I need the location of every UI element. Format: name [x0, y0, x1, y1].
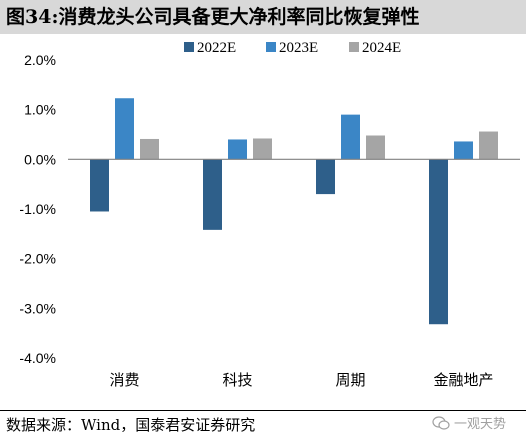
- y-tick-label: 1.0%: [24, 102, 56, 118]
- bar-周期-2024E: [366, 135, 385, 159]
- chart-legend: 2022E 2023E 2024E: [184, 40, 401, 56]
- legend-label-2022E: 2022E: [197, 40, 236, 56]
- bars: [90, 98, 498, 324]
- y-axis: 2.0% 1.0% 0.0% -1.0% -2.0% -3.0% -4.0%: [19, 52, 56, 366]
- bar-周期-2023E: [341, 115, 360, 160]
- y-tick-label: -3.0%: [19, 300, 56, 316]
- chart-title: 图34:消费龙头公司具备更大净利率同比恢复弹性: [6, 6, 419, 28]
- footer-divider: [0, 410, 526, 411]
- legend-label-2024E: 2024E: [362, 40, 401, 56]
- watermark: 一观天势: [432, 413, 506, 432]
- bar-金融地产-2024E: [479, 132, 498, 160]
- bar-消费-2023E: [115, 98, 134, 159]
- bar-消费-2024E: [140, 139, 159, 159]
- bar-科技-2022E: [203, 159, 222, 230]
- title-bar: 图34:消费龙头公司具备更大净利率同比恢复弹性: [0, 0, 526, 34]
- category-label: 消费: [109, 371, 139, 389]
- legend-swatch-2024E: [349, 42, 359, 52]
- legend-swatch-2023E: [266, 42, 276, 52]
- category-label: 科技: [222, 371, 252, 389]
- bar-金融地产-2023E: [454, 141, 473, 159]
- y-tick-label: -1.0%: [19, 201, 56, 217]
- bar-周期-2022E: [316, 159, 335, 194]
- y-tick-label: 0.0%: [24, 151, 56, 167]
- wechat-icon: [432, 416, 450, 430]
- legend-swatch-2022E: [184, 42, 194, 52]
- source-note: 数据来源：Wind，国泰君安证券研究: [6, 414, 255, 435]
- category-label: 金融地产: [433, 371, 493, 389]
- bar-金融地产-2022E: [429, 159, 448, 324]
- watermark-text: 一观天势: [454, 413, 506, 432]
- bar-消费-2022E: [90, 159, 109, 211]
- y-tick-label: 2.0%: [24, 52, 56, 68]
- legend-label-2023E: 2023E: [279, 40, 318, 56]
- bar-科技-2024E: [253, 138, 272, 159]
- x-axis: 消费 科技 周期 金融地产: [68, 159, 520, 389]
- y-tick-label: -2.0%: [19, 251, 56, 267]
- bar-科技-2023E: [228, 139, 247, 159]
- category-label: 周期: [335, 371, 365, 389]
- bar-chart: 2022E 2023E 2024E 2.0% 1.0% 0.0% -1.0% -2.0% -3…: [0, 34, 526, 408]
- y-tick-label: -4.0%: [19, 350, 56, 366]
